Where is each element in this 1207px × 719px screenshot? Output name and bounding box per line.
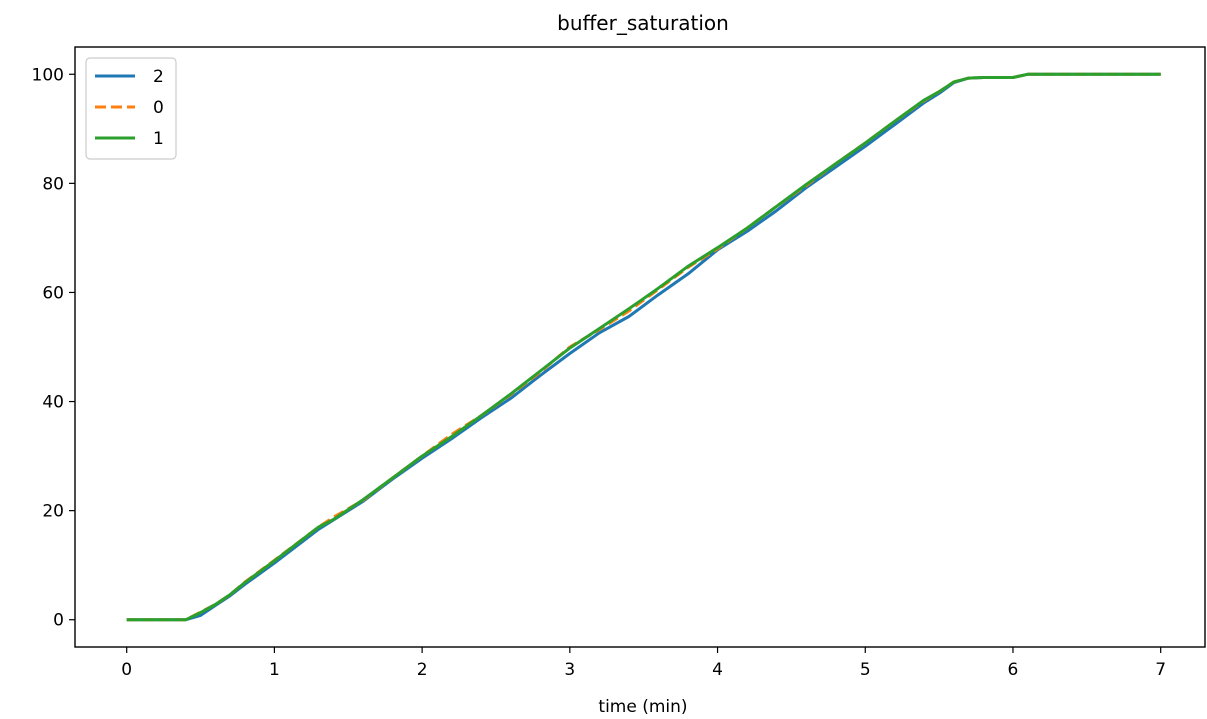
y-tick-label: 40 <box>42 393 64 413</box>
x-tick-label: 3 <box>564 660 575 680</box>
plot-frame <box>74 46 1206 648</box>
chart-title: buffer_saturation <box>557 11 729 35</box>
legend-label-2: 2 <box>153 67 164 87</box>
y-tick-label: 60 <box>42 283 64 303</box>
legend-entries: 2 0 1 <box>95 67 164 149</box>
x-axis-ticks: 0 1 2 3 4 5 6 7 <box>121 647 1166 680</box>
series-line-1 <box>126 72 1161 622</box>
x-tick-label: 7 <box>1155 660 1166 680</box>
legend-label-0: 0 <box>153 98 164 118</box>
plot-lines <box>126 72 1161 622</box>
y-tick-label: 80 <box>42 174 64 194</box>
y-tick-label: 0 <box>53 611 64 631</box>
x-axis-label: time (min) <box>598 697 687 717</box>
x-tick-label: 1 <box>269 660 280 680</box>
x-tick-label: 4 <box>712 660 723 680</box>
y-axis-ticks: 0 20 40 60 80 100 <box>32 65 75 631</box>
x-tick-label: 0 <box>121 660 132 680</box>
y-tick-label: 20 <box>42 502 64 522</box>
x-tick-label: 2 <box>417 660 428 680</box>
x-tick-label: 6 <box>1008 660 1019 680</box>
y-tick-label: 100 <box>32 65 64 85</box>
legend-label-1: 1 <box>153 129 164 149</box>
x-tick-label: 5 <box>860 660 871 680</box>
legend: 2 0 1 <box>85 57 177 160</box>
